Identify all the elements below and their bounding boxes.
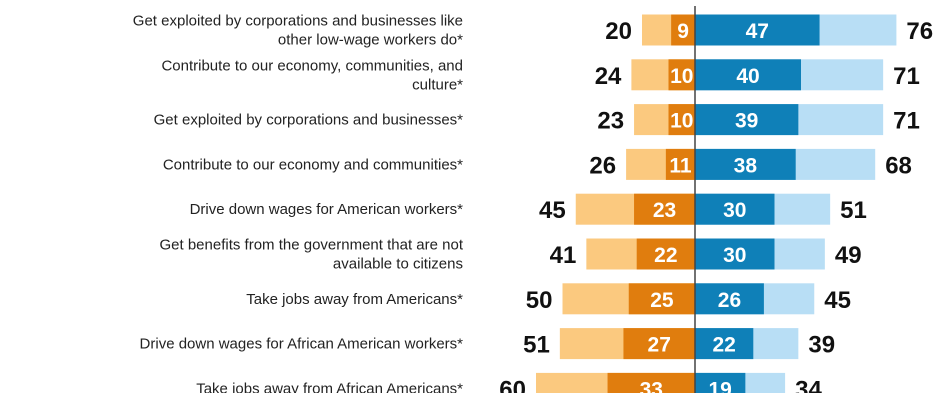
data-label-neg-strong: 10 <box>670 65 693 88</box>
bar-neg-strong <box>636 238 695 270</box>
data-label-pos-strong: 22 <box>712 334 735 357</box>
bar-pos-strong <box>695 59 801 91</box>
data-label-pos-total: 71 <box>893 108 920 135</box>
bar-neg-strong <box>668 59 695 91</box>
category-label: Contribute to our economy, communities, … <box>161 57 463 93</box>
data-label-neg-strong: 33 <box>640 378 663 393</box>
data-label-pos-total: 71 <box>893 63 920 90</box>
category-label: Get exploited by corporations and busine… <box>133 13 463 49</box>
data-label-neg-strong: 23 <box>653 199 676 222</box>
data-label-neg-total: 24 <box>595 63 622 90</box>
data-label-neg-strong: 10 <box>670 110 693 133</box>
data-label-pos-total: 39 <box>808 332 835 359</box>
data-label-neg-total: 41 <box>550 242 577 269</box>
data-label-pos-strong: 38 <box>734 154 758 177</box>
category-label-line: Drive down wages for African American wo… <box>140 336 464 353</box>
bar-pos-strong <box>695 283 764 315</box>
category-label: Get benefits from the government that ar… <box>159 237 463 273</box>
bar-neg-strong <box>668 104 695 136</box>
bar-neg-strong <box>634 193 695 225</box>
category-label: Drive down wages for American workers* <box>190 201 464 218</box>
data-label-pos-total: 76 <box>906 18 933 45</box>
data-label-neg-strong: 11 <box>669 154 692 177</box>
data-label-pos-strong: 40 <box>736 65 759 88</box>
bar-neg-strong <box>607 372 695 393</box>
data-label-pos-strong: 30 <box>723 199 746 222</box>
category-label-line: Get benefits from the government that ar… <box>159 237 463 254</box>
category-label: Take jobs away from Americans* <box>246 291 463 308</box>
category-label-line: culture* <box>412 76 463 93</box>
data-label-pos-total: 68 <box>885 152 912 179</box>
data-label-pos-total: 51 <box>840 197 867 224</box>
bar-pos-strong <box>695 104 799 136</box>
category-label: Take jobs away from African Americans* <box>196 380 463 393</box>
data-label-pos-total: 49 <box>835 242 862 269</box>
bar-neg-strong <box>628 283 695 315</box>
bar-neg-strong <box>671 14 695 46</box>
category-label-line: Drive down wages for American workers* <box>190 201 464 218</box>
category-label-line: Take jobs away from African Americans* <box>196 380 463 393</box>
bar-pos-strong <box>695 14 820 46</box>
bar-pos-strong <box>695 372 746 393</box>
category-label-line: Take jobs away from Americans* <box>246 291 463 308</box>
category-label-line: other low-wage workers do* <box>278 32 463 49</box>
bar-pos-strong <box>695 148 796 180</box>
category-label-line: Get exploited by corporations and busine… <box>133 13 463 30</box>
bar-pos-strong <box>695 193 775 225</box>
data-label-neg-total: 50 <box>526 287 553 314</box>
category-label: Get exploited by corporations and busine… <box>154 112 464 129</box>
data-label-neg-strong: 27 <box>648 334 671 357</box>
data-label-neg-strong: 9 <box>677 20 689 43</box>
category-label: Drive down wages for African American wo… <box>140 336 464 353</box>
category-label: Contribute to our economy and communitie… <box>163 156 463 173</box>
data-label-neg-total: 60 <box>499 376 526 393</box>
data-label-pos-total: 34 <box>795 376 822 393</box>
data-label-neg-total: 26 <box>589 152 616 179</box>
bar-neg-strong <box>623 328 695 360</box>
bar-neg-strong <box>665 148 695 180</box>
data-label-pos-strong: 19 <box>708 378 731 393</box>
data-label-pos-strong: 26 <box>718 289 741 312</box>
bar-pos-strong <box>695 238 775 270</box>
data-label-neg-total: 20 <box>605 18 632 45</box>
bars-layer <box>536 14 897 393</box>
data-label-neg-total: 45 <box>539 197 566 224</box>
data-label-pos-total: 45 <box>824 287 851 314</box>
labels-layer: Get exploited by corporations and busine… <box>133 13 933 393</box>
data-label-neg-total: 51 <box>523 332 550 359</box>
category-label-line: Contribute to our economy, communities, … <box>161 57 463 74</box>
category-label-line: Contribute to our economy and communitie… <box>163 156 463 173</box>
data-label-pos-strong: 47 <box>746 20 769 43</box>
data-label-neg-strong: 22 <box>654 244 677 267</box>
category-label-line: available to citizens <box>333 256 463 273</box>
category-label-line: Get exploited by corporations and busine… <box>154 112 464 129</box>
data-label-neg-strong: 25 <box>650 289 674 312</box>
bar-pos-strong <box>695 328 754 360</box>
data-label-pos-strong: 30 <box>723 244 746 267</box>
data-label-pos-strong: 39 <box>735 110 758 133</box>
data-label-neg-total: 23 <box>597 108 624 135</box>
